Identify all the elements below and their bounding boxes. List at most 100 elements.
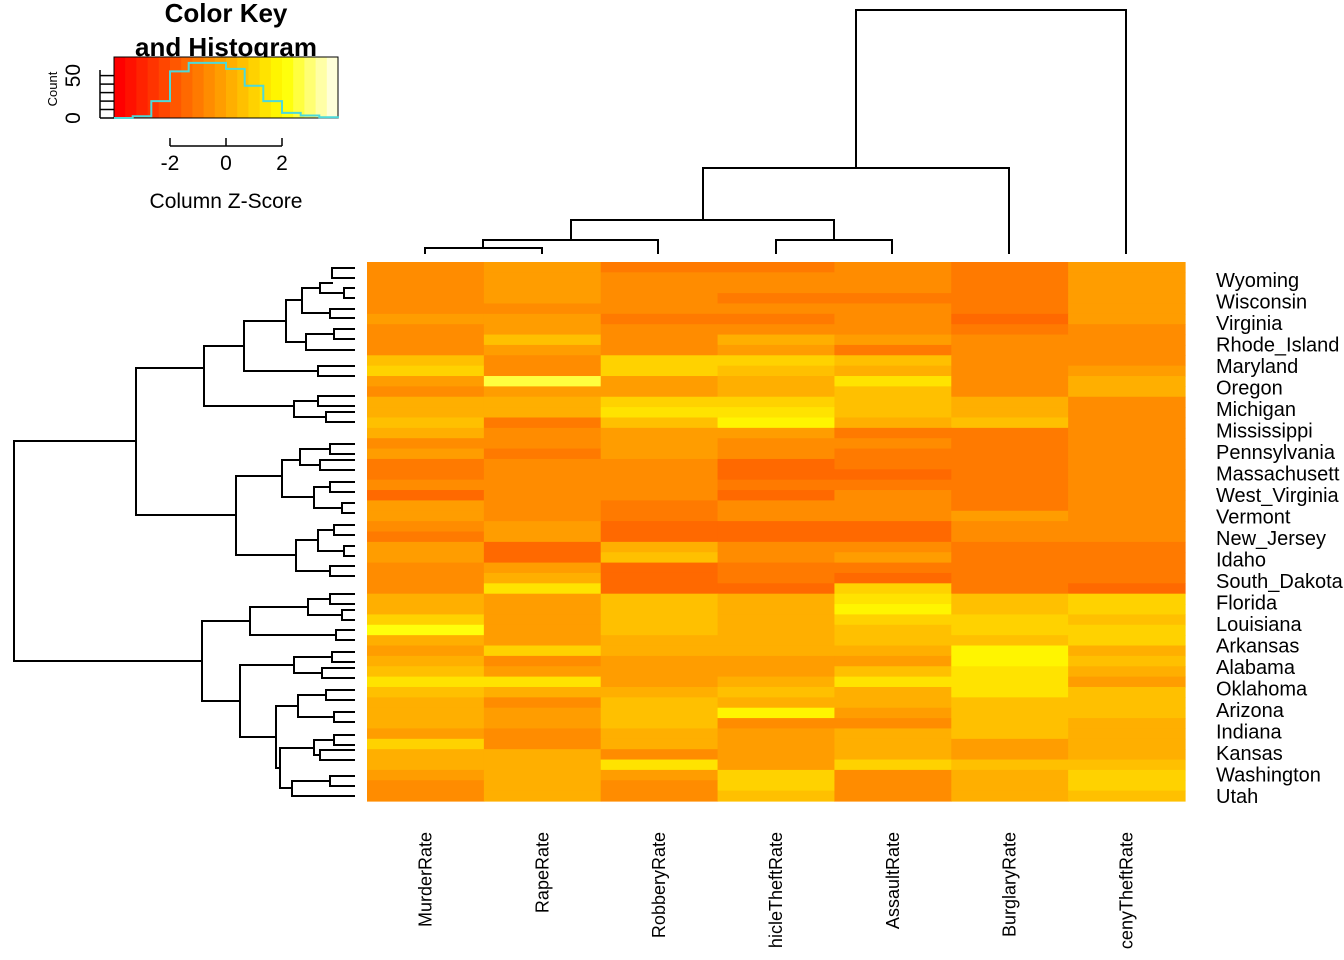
heatmap-cell xyxy=(834,303,952,315)
heatmap-cell xyxy=(717,718,836,730)
heatmap-cell xyxy=(951,552,1069,564)
heatmap-cell xyxy=(717,365,836,377)
heatmap-cell xyxy=(600,718,719,730)
heatmap-cell xyxy=(483,500,602,512)
heatmap-cell xyxy=(834,718,952,730)
heatmap-cell xyxy=(717,355,836,367)
heatmap-cell xyxy=(1068,531,1186,543)
heatmap-cell xyxy=(951,541,1069,553)
heatmap-cell xyxy=(717,479,836,491)
heatmap-cell xyxy=(1068,262,1186,273)
row-label: Rhode_Island xyxy=(1216,335,1339,357)
key-color-swatch xyxy=(226,57,238,118)
heatmap-cell xyxy=(834,635,952,647)
heatmap-cell xyxy=(717,469,836,481)
heatmap-cell xyxy=(367,531,485,543)
heatmap-cell xyxy=(951,469,1069,481)
heatmap-cell xyxy=(951,479,1069,491)
row-label: Washington xyxy=(1216,765,1321,787)
heatmap-cell xyxy=(717,521,836,533)
heatmap-cell xyxy=(483,635,602,647)
heatmap-cell xyxy=(717,759,836,771)
heatmap-cell xyxy=(367,324,485,336)
heatmap-cell xyxy=(483,604,602,616)
key-color-swatch xyxy=(136,57,149,118)
heatmap-cell xyxy=(483,272,602,284)
heatmap-cell xyxy=(483,562,602,574)
heatmap-cell xyxy=(717,780,836,792)
heatmap-cell xyxy=(717,293,836,305)
heatmap-cell xyxy=(367,376,485,387)
heatmap-cell xyxy=(483,697,602,709)
row-label: Maryland xyxy=(1216,356,1298,378)
row-label: Wyoming xyxy=(1216,270,1299,292)
key-color-swatch xyxy=(259,57,272,118)
heatmap-cell xyxy=(367,645,485,657)
heatmap-cell xyxy=(1068,635,1186,647)
heatmap-cell xyxy=(367,334,485,346)
heatmap-cell xyxy=(951,417,1069,429)
row-labels: WyomingWisconsinVirginiaRhode_IslandMary… xyxy=(1216,270,1344,808)
heatmap-cell xyxy=(834,759,952,771)
heatmap-cell xyxy=(834,521,952,533)
heatmap-cell xyxy=(1068,593,1186,605)
row-label: Florida xyxy=(1216,593,1278,615)
heatmap-cell xyxy=(717,344,836,356)
heatmap-cell xyxy=(834,666,952,678)
heatmap-cell xyxy=(834,645,952,657)
heatmap-cell xyxy=(834,293,952,305)
heatmap-cell xyxy=(600,552,719,564)
heatmap-cell xyxy=(834,624,952,636)
heatmap-cell xyxy=(367,386,485,398)
heatmap-cell xyxy=(1068,718,1186,730)
heatmap-cell xyxy=(483,262,602,273)
heatmap-cell xyxy=(1068,386,1186,398)
heatmap-cell xyxy=(483,490,602,502)
column-label: AssaultRate xyxy=(883,832,903,929)
heatmap-cell xyxy=(951,749,1069,761)
heatmap-cell xyxy=(483,624,602,636)
heatmap-cell xyxy=(483,344,602,356)
heatmap-cell xyxy=(483,707,602,719)
heatmap-cell xyxy=(1068,365,1186,377)
heatmap-cell xyxy=(951,427,1069,439)
heatmap-cell xyxy=(951,635,1069,647)
heatmap-cell xyxy=(1068,583,1186,595)
heatmap-cell xyxy=(367,282,485,294)
heatmap-cell xyxy=(367,438,485,450)
heatmap-cell xyxy=(951,676,1069,688)
heatmap-cell xyxy=(717,407,836,419)
heatmap-cell xyxy=(367,303,485,315)
heatmap-cell xyxy=(483,396,602,408)
heatmap-cell xyxy=(834,490,952,502)
heatmap-cell xyxy=(1068,417,1186,429)
heatmap-cell xyxy=(1068,707,1186,719)
heatmap-cell xyxy=(717,728,836,740)
heatmap-cell xyxy=(367,541,485,553)
heatmap-cell xyxy=(483,417,602,429)
heatmap-cell xyxy=(367,697,485,709)
row-label: New_Jersey xyxy=(1216,528,1326,550)
heatmap-cell xyxy=(600,562,719,574)
heatmap-cell xyxy=(834,738,952,750)
heatmap-cell xyxy=(483,645,602,657)
heatmap-cell xyxy=(600,510,719,522)
heatmap-cell xyxy=(367,718,485,730)
heatmap-cell xyxy=(717,282,836,294)
heatmap-cell xyxy=(834,749,952,761)
heatmap-cell xyxy=(367,521,485,533)
heatmap-cell xyxy=(834,396,952,408)
heatmap-cell xyxy=(600,635,719,647)
row-label: Virginia xyxy=(1216,313,1283,335)
heatmap-cell xyxy=(600,645,719,657)
heatmap-cell xyxy=(600,738,719,750)
heatmap-cell xyxy=(367,749,485,761)
heatmap-cell xyxy=(951,448,1069,460)
heatmap-cell xyxy=(483,541,602,553)
heatmap-cell xyxy=(367,427,485,439)
heatmap-cell xyxy=(1068,479,1186,491)
heatmap-cell xyxy=(600,386,719,398)
heatmap-cell xyxy=(717,386,836,398)
heatmap-cell xyxy=(1068,759,1186,771)
heatmap-cell xyxy=(600,531,719,543)
